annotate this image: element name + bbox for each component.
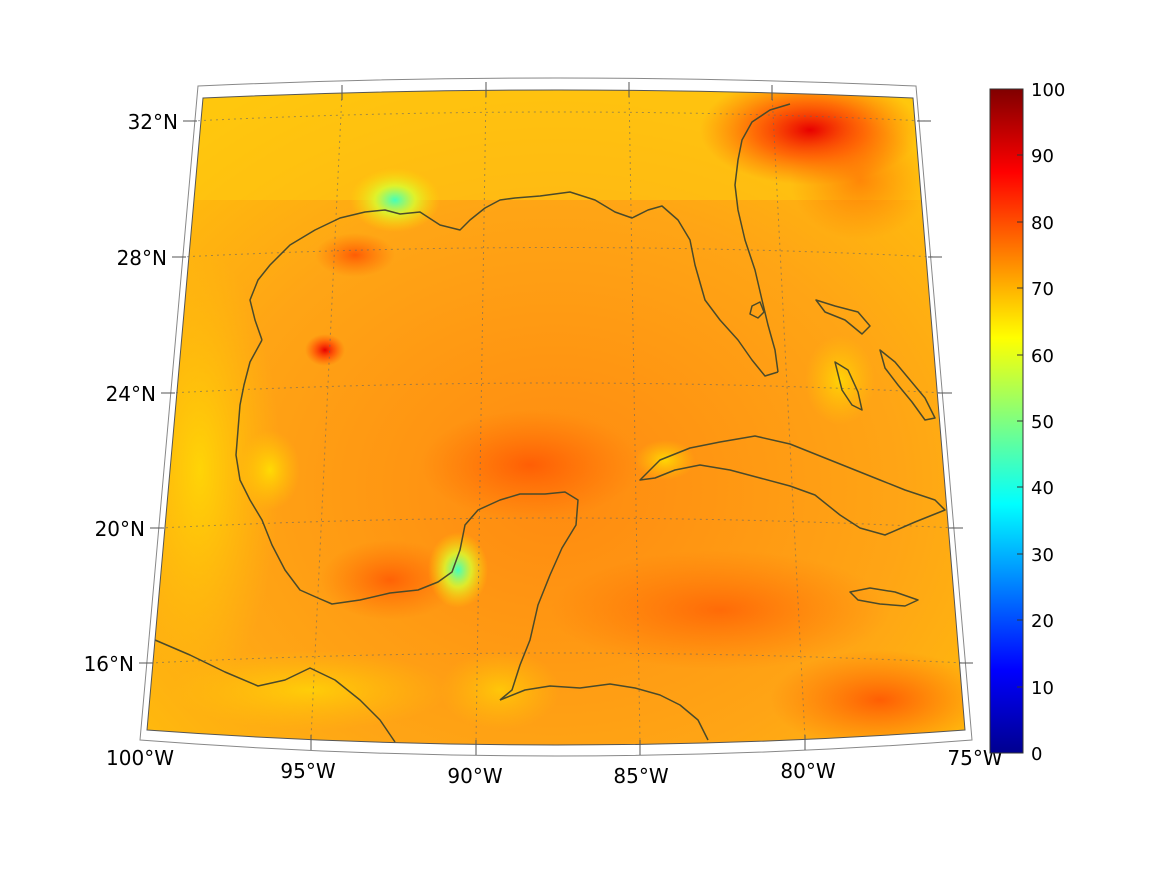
coast-central-america (499, 683, 709, 741)
colorbar: 0 10 20 30 40 50 60 70 80 90 100 (989, 80, 1065, 765)
graticule (149, 89, 966, 744)
coast-jamaica (849, 587, 919, 607)
field-hot-texas-offshore (305, 334, 345, 366)
field-warm-atlantic (790, 120, 930, 240)
frame-ticks (139, 82, 973, 755)
colorbar-tick-label: 90 (1031, 146, 1054, 167)
colorbar-tick-label: 20 (1031, 611, 1054, 632)
field-yellow-pacific (170, 650, 450, 730)
coast-bahamas-andros (834, 361, 863, 411)
field-warm-texas-shelf (315, 233, 395, 277)
gridline-lon-85 (628, 89, 641, 744)
colorbar-tick-label: 40 (1031, 478, 1054, 499)
map-frame (146, 89, 966, 746)
lon-axis: 100°W 95°W 90°W 85°W 80°W 75°W (106, 746, 1003, 788)
gridline-lat-32 (191, 111, 926, 122)
gridline-lon-90 (475, 89, 487, 744)
lon-tick-label: 85°W (613, 764, 668, 788)
field-warm-caribbean (550, 550, 890, 670)
coast-florida-atlantic (734, 103, 791, 373)
lat-axis: 32°N 28°N 24°N 20°N 16°N (84, 110, 178, 676)
colorbar-tick-label: 0 (1031, 744, 1042, 765)
lon-tick-label: 80°W (780, 759, 835, 783)
coast-us-gulf (249, 191, 779, 377)
lat-tick-label: 20°N (95, 517, 145, 541)
field-cool-louisiana (350, 168, 440, 232)
colorbar-tick-label: 60 (1031, 346, 1054, 367)
lat-tick-label: 16°N (84, 652, 134, 676)
lon-tick-label: 100°W (106, 746, 174, 770)
coast-mexico-gulf (235, 339, 579, 701)
field-yellow-veracruz (240, 430, 300, 510)
coast-bahamas-abaco (815, 299, 871, 335)
colorbar-tick-label: 100 (1031, 80, 1065, 101)
coast-cuba (639, 435, 946, 536)
coast-bahamas-eleuthera (879, 349, 936, 421)
colorbar-tick-label: 70 (1031, 279, 1054, 300)
coastlines (154, 103, 946, 743)
lon-tick-label: 90°W (447, 764, 502, 788)
colorbar-ticks (1017, 88, 1023, 754)
colorbar-tick-label: 80 (1031, 213, 1054, 234)
lon-tick-label: 95°W (280, 759, 335, 783)
colorbar-tick-label: 50 (1031, 412, 1054, 433)
map-frame-outer (139, 77, 973, 757)
colorbar-tick-label: 10 (1031, 678, 1054, 699)
field-warm-south-caribbean (770, 650, 965, 745)
field-yellow-guatemala (440, 650, 560, 730)
lat-tick-label: 28°N (117, 246, 167, 270)
coast-lake-okeechobee (749, 301, 765, 319)
field-warm-central-gulf (420, 410, 640, 520)
gridline-lat-20 (159, 517, 956, 529)
colorbar-tick-label: 30 (1031, 545, 1054, 566)
field-cool-campeche (428, 532, 488, 608)
lat-tick-label: 32°N (128, 110, 178, 134)
coast-pacific (154, 639, 396, 743)
lat-tick-label: 24°N (106, 382, 156, 406)
data-field (147, 90, 965, 745)
